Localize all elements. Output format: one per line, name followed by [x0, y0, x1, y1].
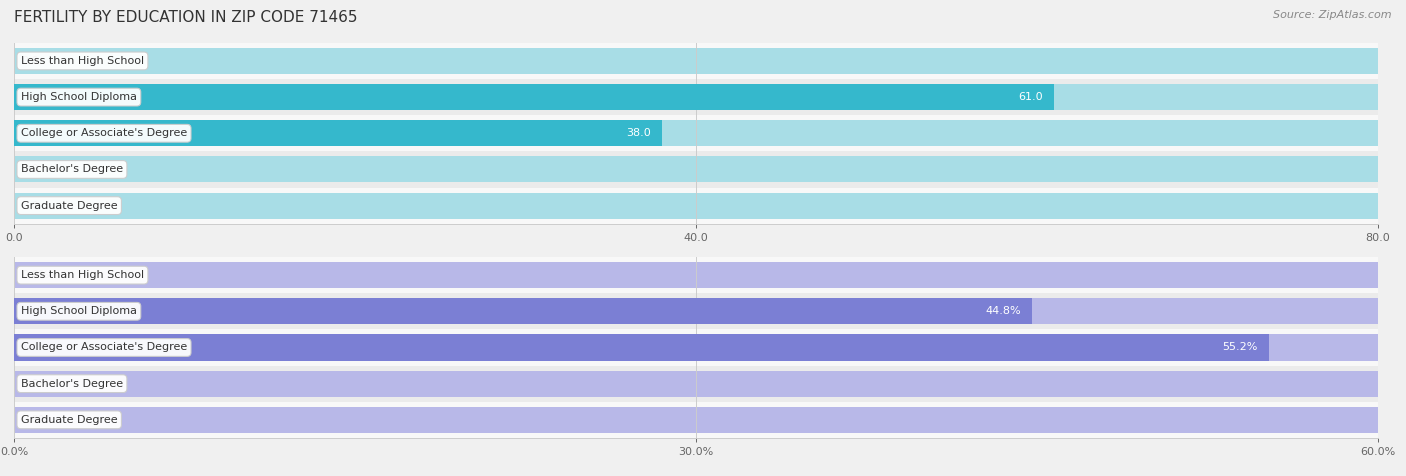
- Bar: [14, 293, 1378, 329]
- Bar: [14, 188, 1378, 224]
- Text: 0.0: 0.0: [21, 200, 38, 211]
- Bar: [14, 79, 1378, 115]
- Text: 0.0: 0.0: [21, 56, 38, 66]
- Bar: [14, 84, 1378, 110]
- Bar: [14, 48, 1378, 74]
- Text: 44.8%: 44.8%: [986, 306, 1022, 317]
- Text: College or Associate's Degree: College or Associate's Degree: [21, 128, 187, 139]
- Bar: [14, 366, 1378, 402]
- Text: Bachelor's Degree: Bachelor's Degree: [21, 164, 122, 175]
- Bar: [14, 335, 1268, 360]
- Bar: [14, 120, 662, 146]
- Text: 0.0%: 0.0%: [21, 270, 49, 280]
- Bar: [14, 407, 1378, 433]
- Bar: [14, 115, 1378, 151]
- Text: High School Diploma: High School Diploma: [21, 306, 136, 317]
- Text: Source: ZipAtlas.com: Source: ZipAtlas.com: [1274, 10, 1392, 20]
- Text: 61.0: 61.0: [1018, 92, 1043, 102]
- Bar: [14, 298, 1032, 324]
- Bar: [14, 84, 1054, 110]
- Bar: [14, 402, 1378, 438]
- Text: Bachelor's Degree: Bachelor's Degree: [21, 378, 122, 389]
- Text: Graduate Degree: Graduate Degree: [21, 415, 118, 425]
- Text: High School Diploma: High School Diploma: [21, 92, 136, 102]
- Text: College or Associate's Degree: College or Associate's Degree: [21, 342, 187, 353]
- Bar: [14, 157, 1378, 182]
- Bar: [14, 335, 1378, 360]
- Text: Less than High School: Less than High School: [21, 56, 143, 66]
- Bar: [14, 193, 1378, 218]
- Bar: [14, 329, 1378, 366]
- Text: FERTILITY BY EDUCATION IN ZIP CODE 71465: FERTILITY BY EDUCATION IN ZIP CODE 71465: [14, 10, 357, 25]
- Bar: [14, 151, 1378, 188]
- Text: 55.2%: 55.2%: [1222, 342, 1258, 353]
- Bar: [14, 262, 1378, 288]
- Bar: [14, 257, 1378, 293]
- Text: 38.0: 38.0: [626, 128, 651, 139]
- Text: 0.0%: 0.0%: [21, 378, 49, 389]
- Text: 0.0%: 0.0%: [21, 415, 49, 425]
- Text: Less than High School: Less than High School: [21, 270, 143, 280]
- Bar: [14, 298, 1378, 324]
- Bar: [14, 371, 1378, 397]
- Text: Graduate Degree: Graduate Degree: [21, 200, 118, 211]
- Bar: [14, 43, 1378, 79]
- Bar: [14, 120, 1378, 146]
- Text: 0.0: 0.0: [21, 164, 38, 175]
